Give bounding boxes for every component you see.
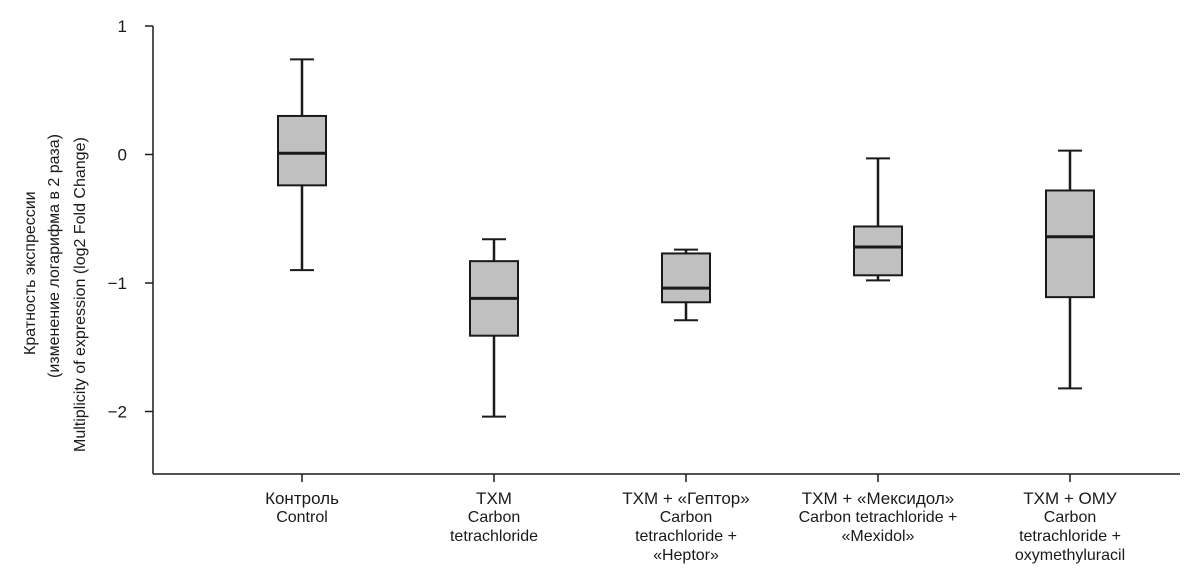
y-axis-title-ru-line1: Кратность экспрессии bbox=[22, 191, 39, 355]
x-category-label-en: oxymethyluracil bbox=[1014, 547, 1126, 564]
box-iqr bbox=[661, 252, 711, 304]
y-tick-label: 1 bbox=[118, 17, 127, 36]
x-category-label-ru: ТХМ bbox=[476, 489, 512, 508]
x-category-label-en: Carbon bbox=[1043, 509, 1097, 526]
x-category-label-ru: ТХМ + «Мексидол» bbox=[801, 489, 955, 508]
x-category-label-en: Carbon bbox=[467, 509, 521, 526]
x-category-label: ТХМ Carbon tetrachloride bbox=[450, 489, 538, 546]
x-category-label-en: tetrachloride + bbox=[635, 528, 737, 545]
y-tick-label: −2 bbox=[108, 403, 127, 422]
box-iqr bbox=[853, 225, 903, 277]
boxes bbox=[277, 58, 1095, 418]
x-category-label-ru: ТХМ + ОМУ bbox=[1023, 489, 1117, 508]
x-category-label-en: tetrachloride + bbox=[1019, 528, 1121, 545]
y-axis-title: Кратность экспрессии (изменение логарифм… bbox=[0, 0, 89, 452]
x-category-label-en: Control bbox=[276, 509, 328, 526]
box-group bbox=[1045, 149, 1095, 390]
box-iqr bbox=[1045, 189, 1095, 299]
box-group bbox=[853, 157, 903, 282]
y-axis-title-en: Multiplicity of expression (log2 Fold Ch… bbox=[72, 137, 89, 452]
y-axis-title-ru-line2: (изменение логарифма в 2 раза) bbox=[46, 134, 63, 378]
x-category-label-ru: Контроль bbox=[265, 489, 339, 508]
box-group bbox=[469, 238, 519, 418]
y-tick-label: 0 bbox=[118, 146, 127, 165]
x-category-label-ru: ТХМ + «Гептор» bbox=[622, 489, 750, 508]
x-category-label: ТХМ + «Гептор» Carbon tetrachloride + «Hept… bbox=[622, 489, 749, 565]
x-category-label-en: Carbon tetrachloride + bbox=[798, 509, 958, 526]
x-category-label: ТХМ + ОМУ Carbon tetrachloride + oxymethylu… bbox=[1015, 489, 1125, 565]
box-group bbox=[661, 248, 711, 322]
x-category-label-en: «Heptor» bbox=[653, 547, 719, 564]
axes: 1 0 −1 −2 bbox=[108, 17, 1180, 482]
x-category-label: ТХМ + «Мексидол» Carbon tetrachloride + «M… bbox=[799, 489, 958, 546]
x-category-label-en: «Mexidol» bbox=[841, 528, 915, 545]
y-tick-label: −1 bbox=[108, 274, 127, 293]
x-category-label-en: Carbon bbox=[659, 509, 713, 526]
x-category-label-en: tetrachloride bbox=[449, 528, 539, 545]
x-category-label: Контроль Control bbox=[265, 489, 339, 527]
box-iqr bbox=[277, 114, 327, 187]
box-group bbox=[277, 58, 327, 272]
